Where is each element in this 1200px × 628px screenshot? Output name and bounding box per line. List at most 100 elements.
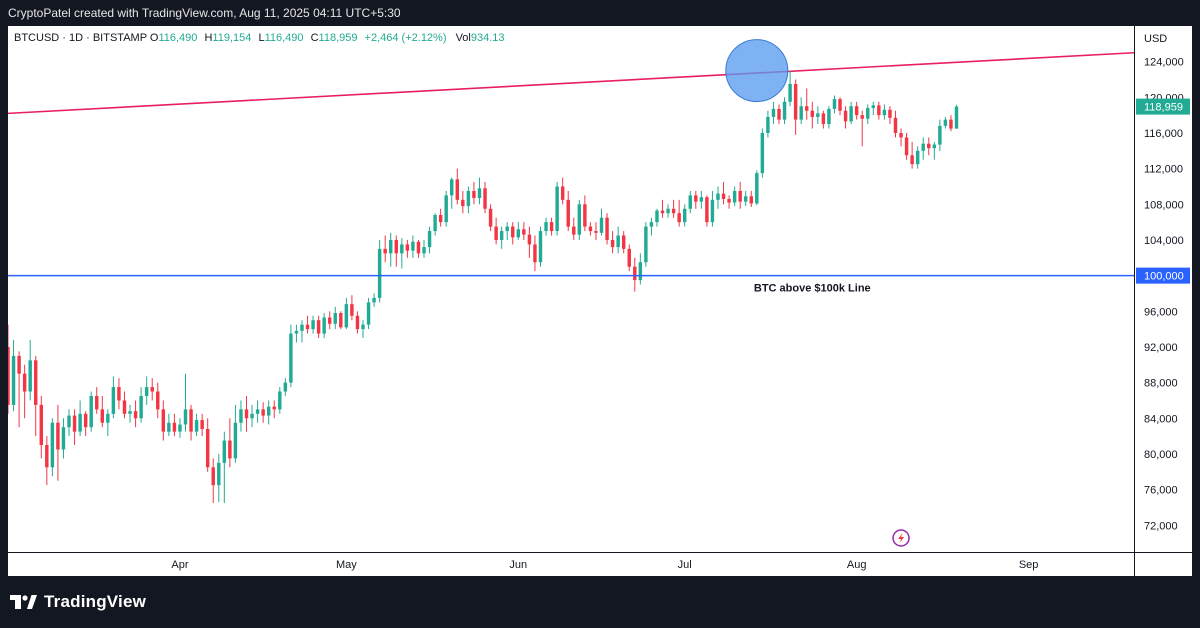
candle-body <box>394 239 398 254</box>
candle-body <box>461 199 465 207</box>
candle-body <box>272 406 276 410</box>
candle-body <box>871 105 876 109</box>
candle-body <box>727 198 731 203</box>
candle-body <box>932 144 937 149</box>
candle-body <box>555 186 559 232</box>
candle-body <box>721 193 726 199</box>
candle-body <box>72 415 77 432</box>
candle-body <box>405 244 410 251</box>
candle-body <box>671 208 676 214</box>
y-tick-label: 84,000 <box>1144 413 1178 425</box>
candle-body <box>444 195 448 223</box>
y-tick-label: 96,000 <box>1144 306 1178 318</box>
legend-change: +2,464 (+2.12%) <box>364 32 447 44</box>
x-tick-label: Sep <box>1019 559 1039 571</box>
candle-body <box>760 132 765 174</box>
candle-body <box>411 241 415 251</box>
price-chart[interactable]: BTC above $100k Line USD 72,000 76,000 80,0… <box>8 26 1192 576</box>
candle-body <box>372 297 376 303</box>
candle-body <box>522 229 526 235</box>
candle-body <box>433 215 437 232</box>
resistance-trendline <box>8 51 1135 115</box>
candle-body <box>655 210 659 223</box>
candle-body <box>832 99 837 109</box>
candle-body <box>810 110 815 117</box>
candle-body <box>422 247 426 254</box>
legend-volume-label: Vol <box>455 32 471 44</box>
candle-body <box>239 409 243 423</box>
candle-body <box>549 222 554 232</box>
candle-body <box>205 428 210 468</box>
candle-body <box>605 217 609 240</box>
candle-body <box>233 422 238 459</box>
legend-low-label: L <box>258 32 265 44</box>
candle-body <box>633 266 637 281</box>
candle-body <box>289 333 293 383</box>
annotation-100k-text: BTC above $100k Line <box>754 283 871 295</box>
candle-body <box>28 360 32 392</box>
candle-body <box>877 105 881 116</box>
symbol-legend: BTCUSD · 1D · BITSTAMP O116,490 H119,154… <box>14 32 509 44</box>
candle-body <box>843 110 848 122</box>
candle-body <box>316 320 321 334</box>
candle-body <box>766 116 770 133</box>
candle-body <box>732 190 737 203</box>
legend-open-value: 116,490 <box>158 32 198 44</box>
candle-body <box>305 324 310 330</box>
candle-body <box>222 440 227 463</box>
candle-body <box>738 190 742 202</box>
last-price-label: 118,959 <box>1144 102 1183 114</box>
candle-body <box>283 382 288 392</box>
candle-body <box>8 346 10 405</box>
candle-body <box>904 137 909 156</box>
candle-body <box>200 420 204 429</box>
candle-body <box>377 248 382 298</box>
candle-body <box>139 395 143 419</box>
candle-body <box>455 179 460 200</box>
candle-body <box>167 422 171 432</box>
candle-body <box>771 108 776 117</box>
candle-body <box>450 179 454 196</box>
candle-body <box>805 106 809 111</box>
candle-body <box>122 400 127 414</box>
candle-body <box>938 125 942 145</box>
candle-body <box>588 226 593 232</box>
y-tick-label: 72,000 <box>1144 520 1178 532</box>
x-tick-label: Jun <box>509 559 527 571</box>
candle-body <box>183 409 188 425</box>
candle-body <box>494 226 498 240</box>
y-tick-label: 104,000 <box>1144 235 1184 247</box>
candle-body <box>106 413 110 423</box>
chart-panel[interactable]: BTC above $100k Line USD 72,000 76,000 80,0… <box>8 26 1192 576</box>
candle-body <box>821 113 826 125</box>
candle-body <box>311 320 315 330</box>
candle-body <box>505 226 509 232</box>
y-tick-label: 88,000 <box>1144 378 1178 390</box>
legend-open-label: O <box>149 32 159 44</box>
candle-body <box>782 101 787 120</box>
candle-body <box>416 241 421 254</box>
legend-close-label: C <box>310 32 319 44</box>
candle-body <box>339 313 343 328</box>
candle-body <box>483 188 487 209</box>
candle-body <box>366 302 371 325</box>
candle-body <box>355 315 360 330</box>
candle-body <box>755 173 759 204</box>
y-tick-label: 112,000 <box>1144 164 1183 176</box>
hline-price-label: 100,000 <box>1144 271 1184 283</box>
candle-body <box>294 330 299 334</box>
candle-body <box>888 109 892 118</box>
legend-volume-value: 934.13 <box>470 32 505 44</box>
legend-low-value: 116,490 <box>264 32 304 44</box>
tradingview-brand[interactable]: TradingView <box>10 590 146 614</box>
candle-body <box>211 467 215 486</box>
candle-body <box>266 406 271 416</box>
candle-body <box>217 462 221 486</box>
candle-body <box>860 115 864 119</box>
tradingview-wordmark: TradingView <box>44 592 147 611</box>
candle-body <box>777 108 781 120</box>
candle-body <box>427 231 432 248</box>
candle-body <box>560 186 565 200</box>
legend-symbol: BTCUSD · 1D · BITSTAMP <box>14 32 147 44</box>
candle-body <box>694 195 698 202</box>
